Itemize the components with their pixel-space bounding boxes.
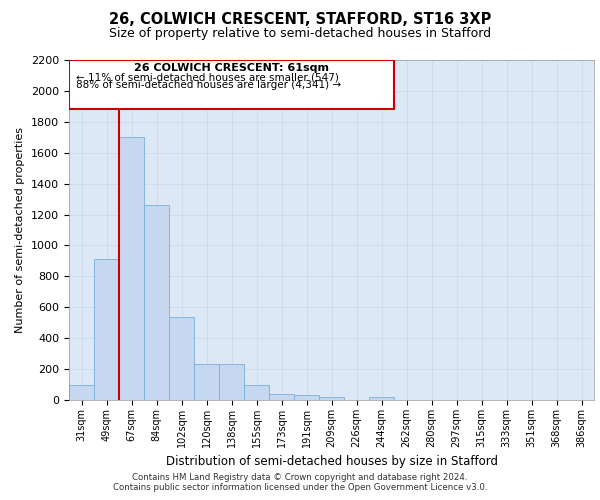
Text: ← 11% of semi-detached houses are smaller (547): ← 11% of semi-detached houses are smalle… <box>77 72 340 83</box>
Bar <box>319 397 344 400</box>
Bar <box>145 206 169 400</box>
Bar <box>69 60 394 110</box>
Y-axis label: Number of semi-detached properties: Number of semi-detached properties <box>16 127 25 333</box>
Text: Contains HM Land Registry data © Crown copyright and database right 2024.
Contai: Contains HM Land Registry data © Crown c… <box>113 473 487 492</box>
Text: 26 COLWICH CRESCENT: 61sqm: 26 COLWICH CRESCENT: 61sqm <box>134 63 329 73</box>
Bar <box>370 397 394 400</box>
Bar <box>244 384 269 400</box>
Bar <box>269 394 293 400</box>
Bar <box>70 386 94 400</box>
Bar <box>220 364 244 400</box>
Text: Size of property relative to semi-detached houses in Stafford: Size of property relative to semi-detach… <box>109 28 491 40</box>
Bar <box>94 260 119 400</box>
Text: 26, COLWICH CRESCENT, STAFFORD, ST16 3XP: 26, COLWICH CRESCENT, STAFFORD, ST16 3XP <box>109 12 491 28</box>
Bar <box>169 316 194 400</box>
Text: 88% of semi-detached houses are larger (4,341) →: 88% of semi-detached houses are larger (… <box>77 80 341 90</box>
X-axis label: Distribution of semi-detached houses by size in Stafford: Distribution of semi-detached houses by … <box>166 456 497 468</box>
Bar <box>119 138 143 400</box>
Bar <box>194 364 218 400</box>
Bar <box>295 396 319 400</box>
